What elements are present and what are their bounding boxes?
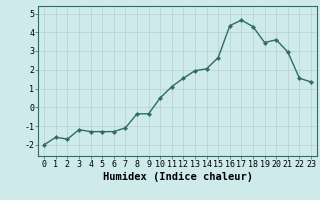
X-axis label: Humidex (Indice chaleur): Humidex (Indice chaleur) (103, 172, 252, 182)
